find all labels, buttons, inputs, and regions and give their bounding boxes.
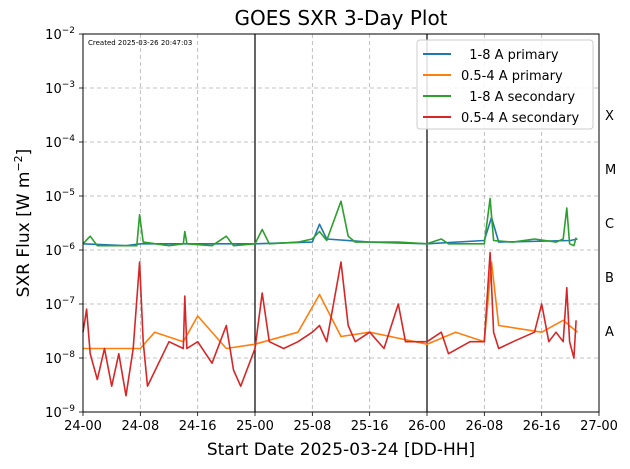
y-tick-label: 10−7	[45, 296, 75, 313]
y-tick-label: 10−8	[45, 350, 75, 367]
x-tick-label: 24-00	[64, 419, 102, 434]
x-tick-label: 25-08	[293, 419, 331, 434]
y-axis-label: SXR Flux [W m−2]	[12, 149, 34, 298]
x-tick-label: 25-00	[236, 419, 274, 434]
flare-class-letter: B	[605, 271, 614, 286]
y-axis-label-end: ]	[14, 149, 34, 156]
series-line	[83, 261, 579, 350]
flare-class-letter: X	[605, 109, 614, 124]
y-tick-label: 10−4	[45, 134, 75, 151]
x-tick-label: 26-16	[523, 419, 561, 434]
y-tick-label: 10−9	[45, 404, 75, 421]
legend-label: 0.5-4 A primary	[461, 69, 563, 84]
x-tick-label: 26-00	[408, 419, 446, 434]
y-tick-label: 10−5	[45, 188, 75, 205]
flare-class-labels: A B C M X	[605, 109, 616, 340]
day-boundary-lines	[254, 34, 428, 412]
y-axis-label-exponent: −2	[12, 155, 25, 171]
y-tick-label: 10−3	[45, 80, 75, 97]
series-layer	[82, 197, 579, 397]
legend-label: 1-8 A primary	[461, 48, 559, 63]
flare-class-letter: C	[605, 217, 614, 232]
chart-title: GOES SXR 3-Day Plot	[234, 6, 447, 30]
x-tick-label: 24-08	[121, 419, 159, 434]
legend-label: 1-8 A secondary	[461, 90, 575, 105]
x-tick-label: 26-08	[465, 419, 503, 434]
series-line	[82, 251, 577, 397]
x-tick-label: 25-16	[351, 419, 389, 434]
y-axis-label-main: SXR Flux [W m	[14, 172, 34, 298]
x-axis-label: Start Date 2025-03-24 [DD-HH]	[207, 440, 475, 460]
plot-frame	[82, 33, 600, 413]
y-tick-label: 10−6	[45, 242, 75, 259]
x-tick-label: 27-00	[580, 419, 618, 434]
created-timestamp: Created 2025-03-26 20:47:03	[88, 39, 192, 47]
series-line	[82, 197, 577, 247]
legend-box	[416, 39, 594, 130]
x-axis-ticks: 24-00 24-08 24-16 25-00 25-08 25-16 26-00 26-08…	[64, 412, 618, 434]
flare-class-letter: M	[605, 163, 616, 178]
flare-class-letter: A	[605, 325, 614, 340]
y-tick-label: 10−2	[45, 26, 75, 43]
legend-label: 0.5-4 A secondary	[461, 111, 579, 126]
legend: 1-8 A primary 0.5-4 A primary 1-8 A secon…	[416, 39, 594, 130]
y-axis-ticks: 10−9 10−8 10−7 10−6 10−5 10−4 10−3 10−2	[45, 26, 83, 421]
x-tick-label: 24-16	[179, 419, 217, 434]
